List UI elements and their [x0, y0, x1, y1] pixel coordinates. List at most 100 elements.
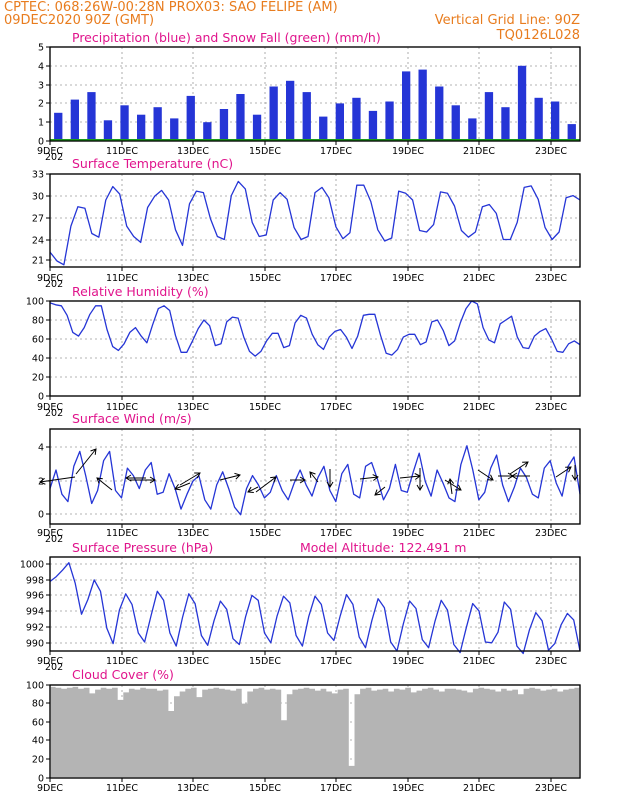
x-tick-label: 9DEC [37, 402, 63, 413]
series-line-rh [49, 300, 581, 357]
y-tick-label: 0 [38, 774, 44, 785]
y-tick-label: 60 [32, 718, 44, 729]
x-tick-label: 11DEC [106, 528, 138, 539]
precip-bar [252, 114, 262, 141]
x-tick-label: 19DEC [392, 273, 424, 284]
plot-border [49, 46, 581, 142]
y-tick-label: 24 [32, 236, 44, 247]
wind-arrow [219, 472, 241, 481]
x-tick-label: 23DEC [535, 273, 567, 284]
precip-bar [153, 107, 162, 141]
panel-rh: 0 20 40 60 80 100 9DEC 11DEC 13DEC 15DEC 17DEC 19DE… [26, 284, 581, 419]
y-tick-label: 990 [26, 639, 44, 650]
x-tick-label: 17DEC [320, 273, 352, 284]
plot-border [49, 173, 581, 268]
x-tick-label: 17DEC [320, 783, 352, 794]
y-tick-label: 0 [38, 392, 44, 403]
x-tick-label: 11DEC [106, 656, 138, 667]
panel-precip: 0 1 2 3 4 5 9DEC 11DEC 13DEC 15DEC 17DEC 19DEC 21DEC… [37, 30, 581, 163]
wind-arrow [39, 476, 76, 485]
precip-bar [335, 103, 344, 141]
header-model-code: TQ0126L028 [496, 28, 580, 43]
header-datetime: 09DEC2020 90Z (GMT) [4, 13, 154, 28]
year-stub: 202 [45, 662, 63, 673]
wind-arrow [255, 476, 277, 493]
panel-title-precip: Precipitation (blue) and Snow Fall (gree… [72, 30, 381, 45]
y-tick-label: 21 [32, 256, 44, 267]
precip-bar [435, 86, 444, 141]
x-tick-label: 19DEC [392, 783, 424, 794]
precip-bar [385, 101, 394, 141]
wind-arrow [247, 486, 259, 493]
panels-layer: 0 1 2 3 4 5 9DEC 11DEC 13DEC 15DEC 17DEC 19DEC 21DEC… [20, 30, 581, 794]
precip-bar [87, 92, 96, 141]
x-tick-label: 9DEC [37, 656, 63, 667]
wind-arrow [130, 476, 156, 484]
cloud-cover-area [50, 686, 580, 778]
precip-bar [170, 118, 179, 141]
x-tick-label: 23DEC [535, 656, 567, 667]
x-tick-label: 13DEC [177, 783, 209, 794]
y-tick-label: 4 [38, 443, 44, 454]
year-stub: 202 [45, 408, 63, 419]
y-tick-label: 20 [32, 755, 44, 766]
wind-arrow [447, 478, 455, 495]
plot-border [49, 556, 581, 652]
precip-bar [352, 97, 361, 141]
x-tick-label: 15DEC [249, 146, 281, 157]
x-tick-label: 15DEC [249, 402, 281, 413]
precip-bar [468, 118, 477, 141]
y-tick-label: 40 [32, 354, 44, 365]
plot-border [49, 300, 581, 397]
y-tick-label: 5 [38, 43, 44, 54]
x-tick-label: 17DEC [320, 146, 352, 157]
panel-title-pres: Surface Pressure (hPa) [72, 540, 213, 555]
x-tick-label: 23DEC [535, 402, 567, 413]
panel-temp: 21 24 27 30 33 9DEC 11DEC 13DEC 15DEC 17DEC 19DEC 2… [32, 156, 581, 290]
plot-frame [49, 300, 581, 397]
x-tick-label: 13DEC [177, 146, 209, 157]
x-tick-label: 11DEC [106, 783, 138, 794]
wind-arrow [125, 474, 146, 482]
precip-bar [517, 65, 527, 141]
precip-bar [269, 86, 278, 141]
x-tick-label: 15DEC [249, 783, 281, 794]
precip-bar [103, 120, 113, 141]
y-tick-label: 1 [38, 118, 44, 129]
y-tick-label: 0 [38, 137, 44, 148]
x-tick-label: 23DEC [535, 528, 567, 539]
year-stub: 202 [45, 534, 63, 545]
precip-bar [302, 92, 311, 141]
y-tick-label: 1000 [20, 560, 44, 571]
y-tick-label: 0 [38, 510, 44, 521]
precip-bar [186, 95, 195, 141]
precip-bar [286, 80, 295, 141]
wind-arrow [555, 466, 572, 478]
precip-bar [219, 109, 229, 141]
plot-frame [49, 46, 581, 142]
wind-arrow [290, 476, 306, 484]
x-tick-label: 15DEC [249, 273, 281, 284]
x-tick-label: 17DEC [320, 402, 352, 413]
x-tick-label: 9DEC [37, 273, 63, 284]
x-tick-label: 19DEC [392, 528, 424, 539]
y-tick-label: 100 [26, 297, 44, 308]
series-line-temp [49, 180, 581, 266]
x-tick-label: 21DEC [463, 783, 495, 794]
y-tick-label: 60 [32, 335, 44, 346]
year-stub: 202 [45, 152, 63, 163]
y-tick-label: 100 [26, 681, 44, 692]
wind-arrow [309, 471, 319, 483]
y-tick-label: 994 [26, 607, 44, 618]
precip-bar [418, 69, 427, 141]
x-tick-label: 11DEC [106, 402, 138, 413]
panel-cloud: 0 20 40 60 80 100 9DEC 11DEC 13DEC 15DEC 17DEC 19DE… [26, 667, 581, 794]
precip-bar [501, 107, 510, 141]
precip-bar [319, 116, 328, 141]
x-tick-label: 21DEC [463, 273, 495, 284]
panel-subtitle-pres: Model Altitude: 122.491 m [300, 540, 466, 555]
y-tick-label: 3 [38, 81, 44, 92]
precip-bar [534, 97, 543, 141]
x-tick-label: 11DEC [106, 273, 138, 284]
